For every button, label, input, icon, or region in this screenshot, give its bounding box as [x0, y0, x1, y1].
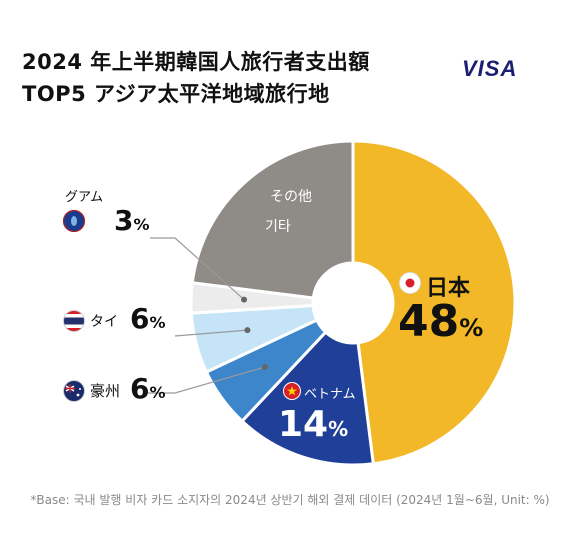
vietnam-name-label: ベトナム — [304, 387, 356, 402]
japan-flag-icon — [399, 272, 421, 294]
footnote: *Base: 국내 발행 비자 카드 소지자의 2024년 상반기 해외 결제 … — [30, 493, 550, 507]
slice-japan — [351, 139, 517, 466]
japan-percent-value: 48 — [398, 296, 460, 347]
australia-percent-unit: % — [149, 383, 166, 402]
australia-percent-label: 6% — [130, 372, 166, 405]
leader-line-guam — [150, 237, 245, 301]
thailand-percent-value: 6 — [130, 302, 150, 335]
australia-flag-icon — [63, 380, 85, 402]
japan-percent-label: 48% — [398, 296, 483, 347]
guam-percent-unit: % — [133, 215, 150, 234]
guam-percent-label: 3% — [114, 204, 150, 237]
leader-dot-australia — [261, 364, 268, 371]
vietnam-flag-icon — [283, 382, 301, 400]
thailand-name-label: タイ — [90, 314, 118, 330]
leader-line-thailand — [174, 329, 248, 337]
guam-name-label: グアム — [65, 190, 104, 205]
other-name-jp-label: その他 — [270, 189, 312, 205]
slice-other — [190, 139, 355, 300]
chart-title-line2: TOP5 アジア太平洋地域旅行地 — [22, 82, 330, 106]
thailand-percent-label: 6% — [130, 302, 166, 335]
thailand-flag-icon — [63, 310, 85, 332]
leader-line-australia — [148, 366, 265, 394]
vietnam-percent-label: 14% — [278, 404, 348, 445]
australia-percent-value: 6 — [130, 372, 150, 405]
other-name-kr-label: 기타 — [265, 219, 291, 235]
australia-name-label: 豪州 — [90, 382, 121, 400]
slice-vietnam — [239, 330, 375, 467]
vietnam-percent-unit: % — [328, 417, 349, 441]
leader-dot-guam — [241, 296, 248, 303]
guam-flag-icon — [63, 210, 85, 232]
japan-percent-unit: % — [459, 314, 484, 342]
vietnam-percent-value: 14 — [278, 404, 329, 445]
japan-name-label: 日本 — [426, 276, 471, 301]
leader-dot-thailand — [244, 327, 251, 334]
guam-percent-value: 3 — [114, 204, 134, 237]
visa-logo: VISA — [462, 56, 518, 81]
chart-title-line1: 2024 年上半期韓国人旅行者支出額 — [22, 50, 370, 74]
thailand-percent-unit: % — [149, 313, 166, 332]
